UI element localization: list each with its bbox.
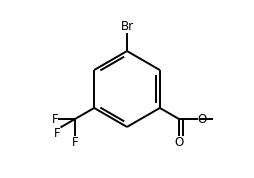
Text: F: F <box>52 113 58 126</box>
Text: O: O <box>175 136 184 149</box>
Text: O: O <box>197 113 206 126</box>
Text: F: F <box>54 127 60 140</box>
Text: F: F <box>71 136 78 149</box>
Text: Br: Br <box>120 20 134 33</box>
